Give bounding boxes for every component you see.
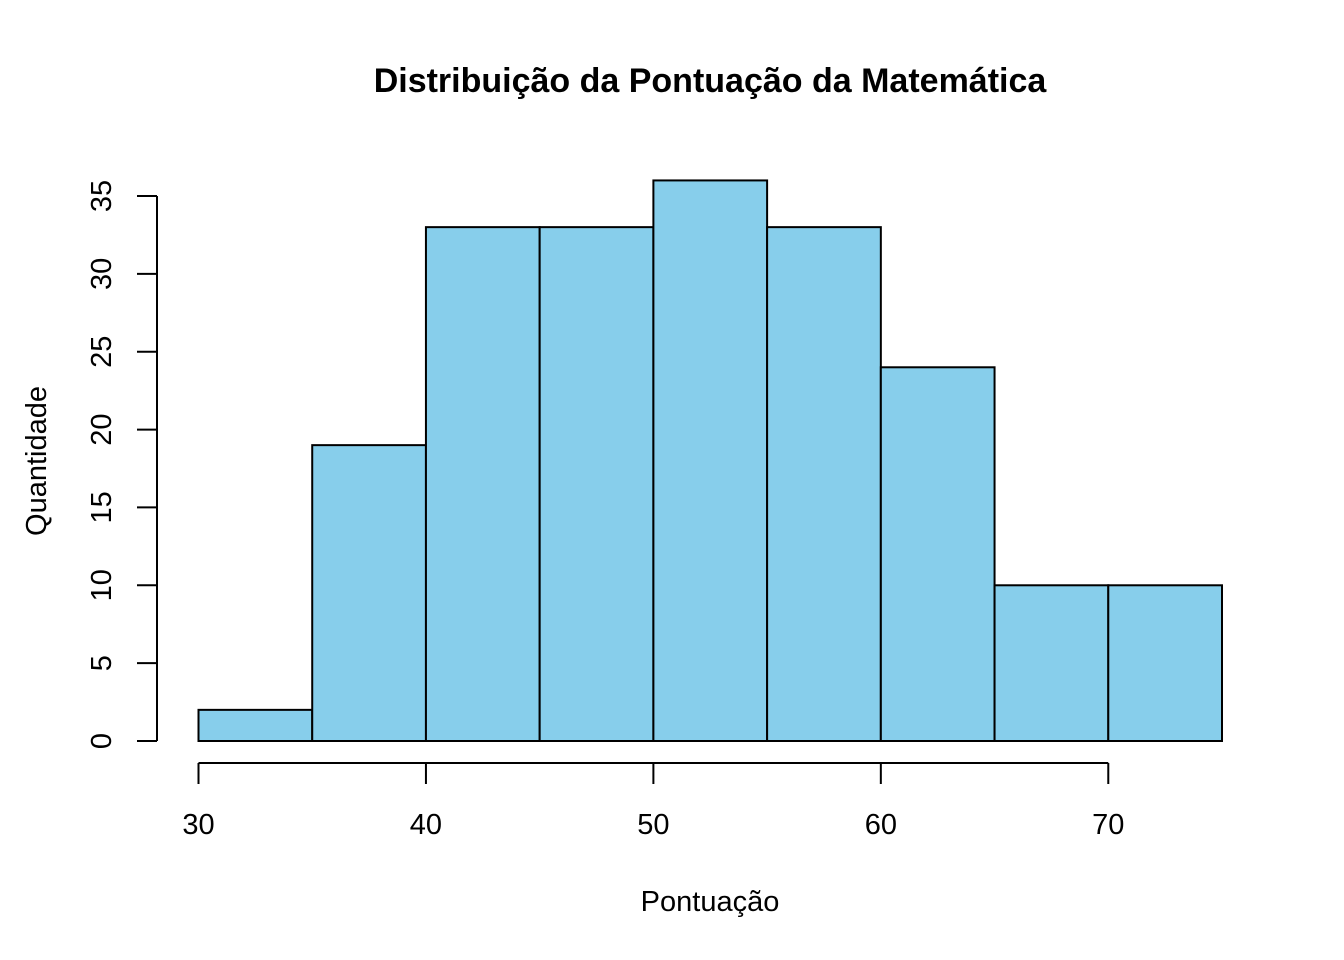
y-tick-label-20: 20	[86, 413, 118, 445]
histogram-bar-8	[1107, 584, 1224, 742]
bars-group	[197, 179, 1224, 742]
y-tick-label-0: 0	[86, 733, 118, 749]
y-tick-label-15: 15	[86, 491, 118, 523]
x-tick-label-30: 30	[182, 809, 214, 841]
histogram-bar-2	[424, 226, 541, 742]
histogram-bar-1	[311, 444, 427, 742]
histogram-bar-0	[197, 708, 314, 742]
y-tick-label-30: 30	[86, 258, 118, 290]
histogram-bar-3	[538, 226, 655, 742]
x-tick-label-40: 40	[410, 809, 442, 841]
x-tick-label-70: 70	[1092, 809, 1124, 841]
y-tick-label-5: 5	[86, 655, 118, 671]
histogram-bar-4	[652, 179, 769, 742]
y-axis-label: Quantidade	[21, 386, 53, 536]
x-axis-label: Pontuação	[641, 886, 780, 918]
x-tick-label-60: 60	[865, 809, 897, 841]
y-axis: 0 5 10 15 20 25 30 35	[86, 180, 158, 749]
histogram-bar-7	[993, 584, 1110, 742]
x-axis: 30 40 50 60 70	[182, 762, 1124, 841]
x-tick-label-50: 50	[637, 809, 669, 841]
y-tick-label-10: 10	[86, 569, 118, 601]
histogram-bar-5	[766, 226, 882, 742]
y-tick-label-35: 35	[86, 180, 118, 212]
histogram-bar-6	[879, 366, 996, 742]
chart-title: Distribuição da Pontuação da Matemática	[374, 62, 1048, 100]
y-tick-label-25: 25	[86, 336, 118, 368]
